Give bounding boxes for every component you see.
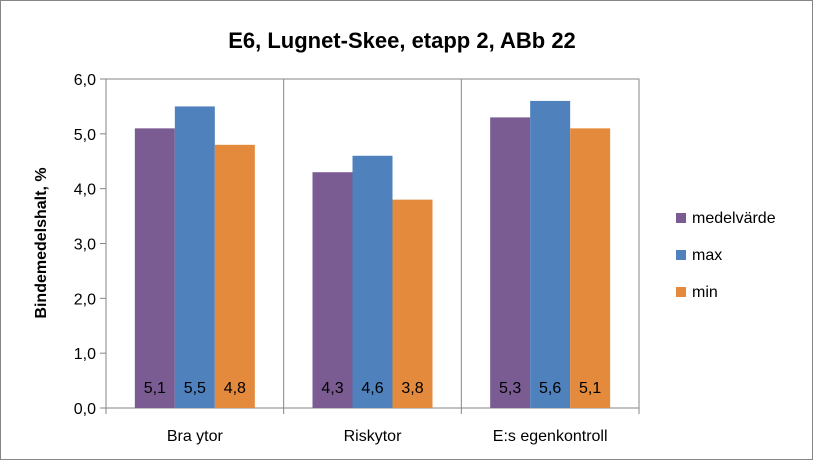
legend-label: medelvärde (692, 210, 776, 227)
bar-value-label: 3,8 (401, 380, 423, 397)
plot-area: 0,0 1,0 2,0 3,0 4,0 5,0 6,0 5,1 5,5 4,8 Bra ytor 4,… (74, 72, 640, 445)
chart-title: E6, Lugnet-Skee, etapp 2, ABb 22 (228, 28, 576, 53)
x-tick-label: Riskytor (344, 428, 402, 445)
legend-label: max (692, 247, 722, 264)
legend-swatch (676, 213, 686, 223)
y-tick-label: 2,0 (74, 291, 96, 308)
bar-value-label: 4,8 (224, 380, 246, 397)
y-tick-label: 5,0 (74, 127, 96, 144)
bar-value-label: 4,6 (361, 380, 383, 397)
bar-value-label: 5,1 (144, 380, 166, 397)
bar (312, 172, 353, 408)
legend: medelvärde max min (676, 210, 776, 301)
bar-value-label: 5,5 (184, 380, 206, 397)
y-tick-label: 3,0 (74, 237, 96, 254)
y-tick-label: 1,0 (74, 346, 96, 363)
bar-value-label: 5,1 (579, 380, 601, 397)
legend-label: min (692, 284, 718, 301)
bar (570, 128, 611, 408)
bar (174, 106, 215, 409)
bar (392, 199, 433, 408)
y-tick-label: 0,0 (74, 401, 96, 418)
bar (134, 128, 175, 408)
x-tick-label: E:s egenkontroll (493, 428, 608, 445)
bar (352, 155, 393, 408)
bar (530, 100, 571, 408)
bar-value-label: 5,3 (499, 380, 521, 397)
legend-swatch (676, 250, 686, 260)
bar (214, 144, 255, 409)
bar (490, 117, 531, 408)
bar-value-label: 4,3 (321, 380, 343, 397)
y-tick-label: 4,0 (74, 182, 96, 199)
legend-swatch (676, 287, 686, 297)
bar-value-label: 5,6 (539, 380, 561, 397)
y-tick-label: 6,0 (74, 72, 96, 89)
x-tick-label: Bra ytor (167, 428, 224, 445)
y-axis-label: Bindemedelshalt, % (33, 167, 50, 318)
